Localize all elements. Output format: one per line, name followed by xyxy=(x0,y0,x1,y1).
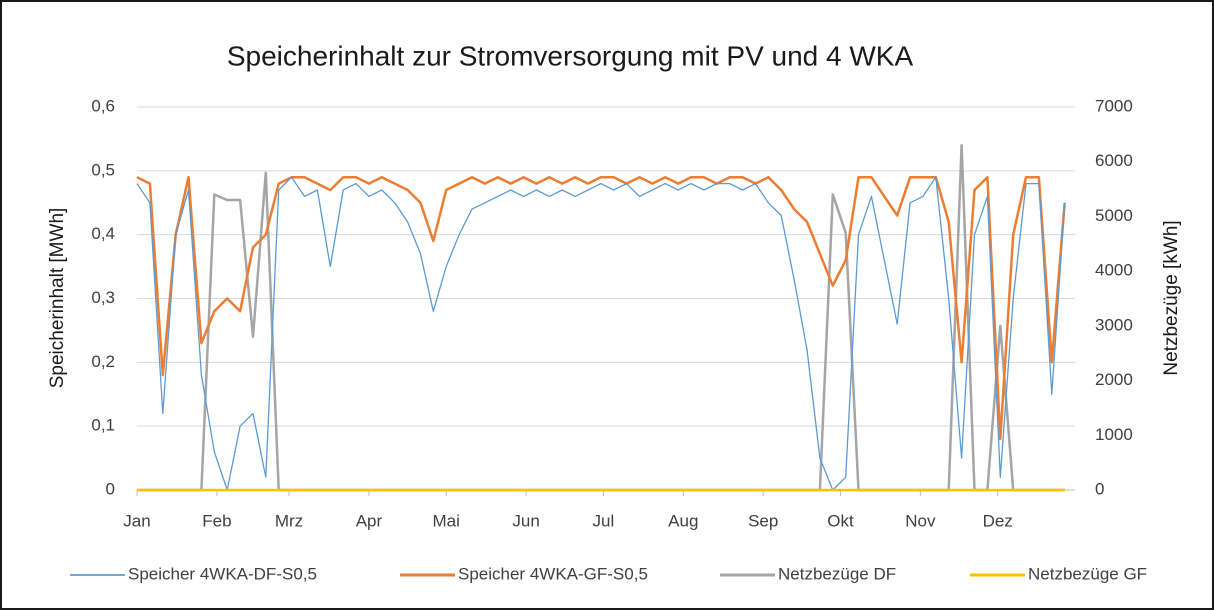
y-axis-title: Speicherinhalt [MWh] xyxy=(47,208,68,389)
y2-tick-label: 0 xyxy=(1095,479,1104,498)
legend-label: Netzbezüge DF xyxy=(778,564,896,583)
x-tick-label: Mrz xyxy=(275,511,303,530)
x-tick-label: Jun xyxy=(512,511,539,530)
y-tick-label: 0 xyxy=(106,479,115,498)
y-tick-label: 0,6 xyxy=(91,96,115,115)
y2-tick-label: 6000 xyxy=(1095,151,1133,170)
y2-tick-label: 2000 xyxy=(1095,370,1133,389)
x-tick-label: Feb xyxy=(202,511,231,530)
y-tick-label: 0,5 xyxy=(91,160,115,179)
legend-label: Speicher 4WKA-DF-S0,5 xyxy=(128,564,317,583)
legend-label: Netzbezüge GF xyxy=(1028,564,1147,583)
y-tick-label: 0,3 xyxy=(91,288,115,307)
y2-tick-label: 3000 xyxy=(1095,315,1133,334)
y2-tick-label: 7000 xyxy=(1095,96,1133,115)
x-tick-label: Okt xyxy=(827,511,854,530)
chart-title: Speicherinhalt zur Stromversorgung mit P… xyxy=(227,40,914,71)
x-tick-label: Jul xyxy=(593,511,615,530)
y-tick-label: 0,2 xyxy=(91,352,115,371)
x-tick-label: Apr xyxy=(356,511,383,530)
x-tick-label: Aug xyxy=(668,511,698,530)
x-tick-label: Dez xyxy=(983,511,1013,530)
y-tick-label: 0,1 xyxy=(91,416,115,435)
y2-axis-title: Netzbezüge [kWh] xyxy=(1161,220,1182,375)
x-tick-label: Mai xyxy=(433,511,460,530)
y2-tick-label: 1000 xyxy=(1095,425,1133,444)
y-tick-label: 0,4 xyxy=(91,224,115,243)
legend-label: Speicher 4WKA-GF-S0,5 xyxy=(458,564,648,583)
x-tick-label: Nov xyxy=(905,511,936,530)
series-line xyxy=(136,176,1066,491)
x-tick-label: Jan xyxy=(123,511,150,530)
x-tick-label: Sep xyxy=(748,511,778,530)
y2-tick-label: 4000 xyxy=(1095,261,1133,280)
y2-tick-label: 5000 xyxy=(1095,206,1133,225)
